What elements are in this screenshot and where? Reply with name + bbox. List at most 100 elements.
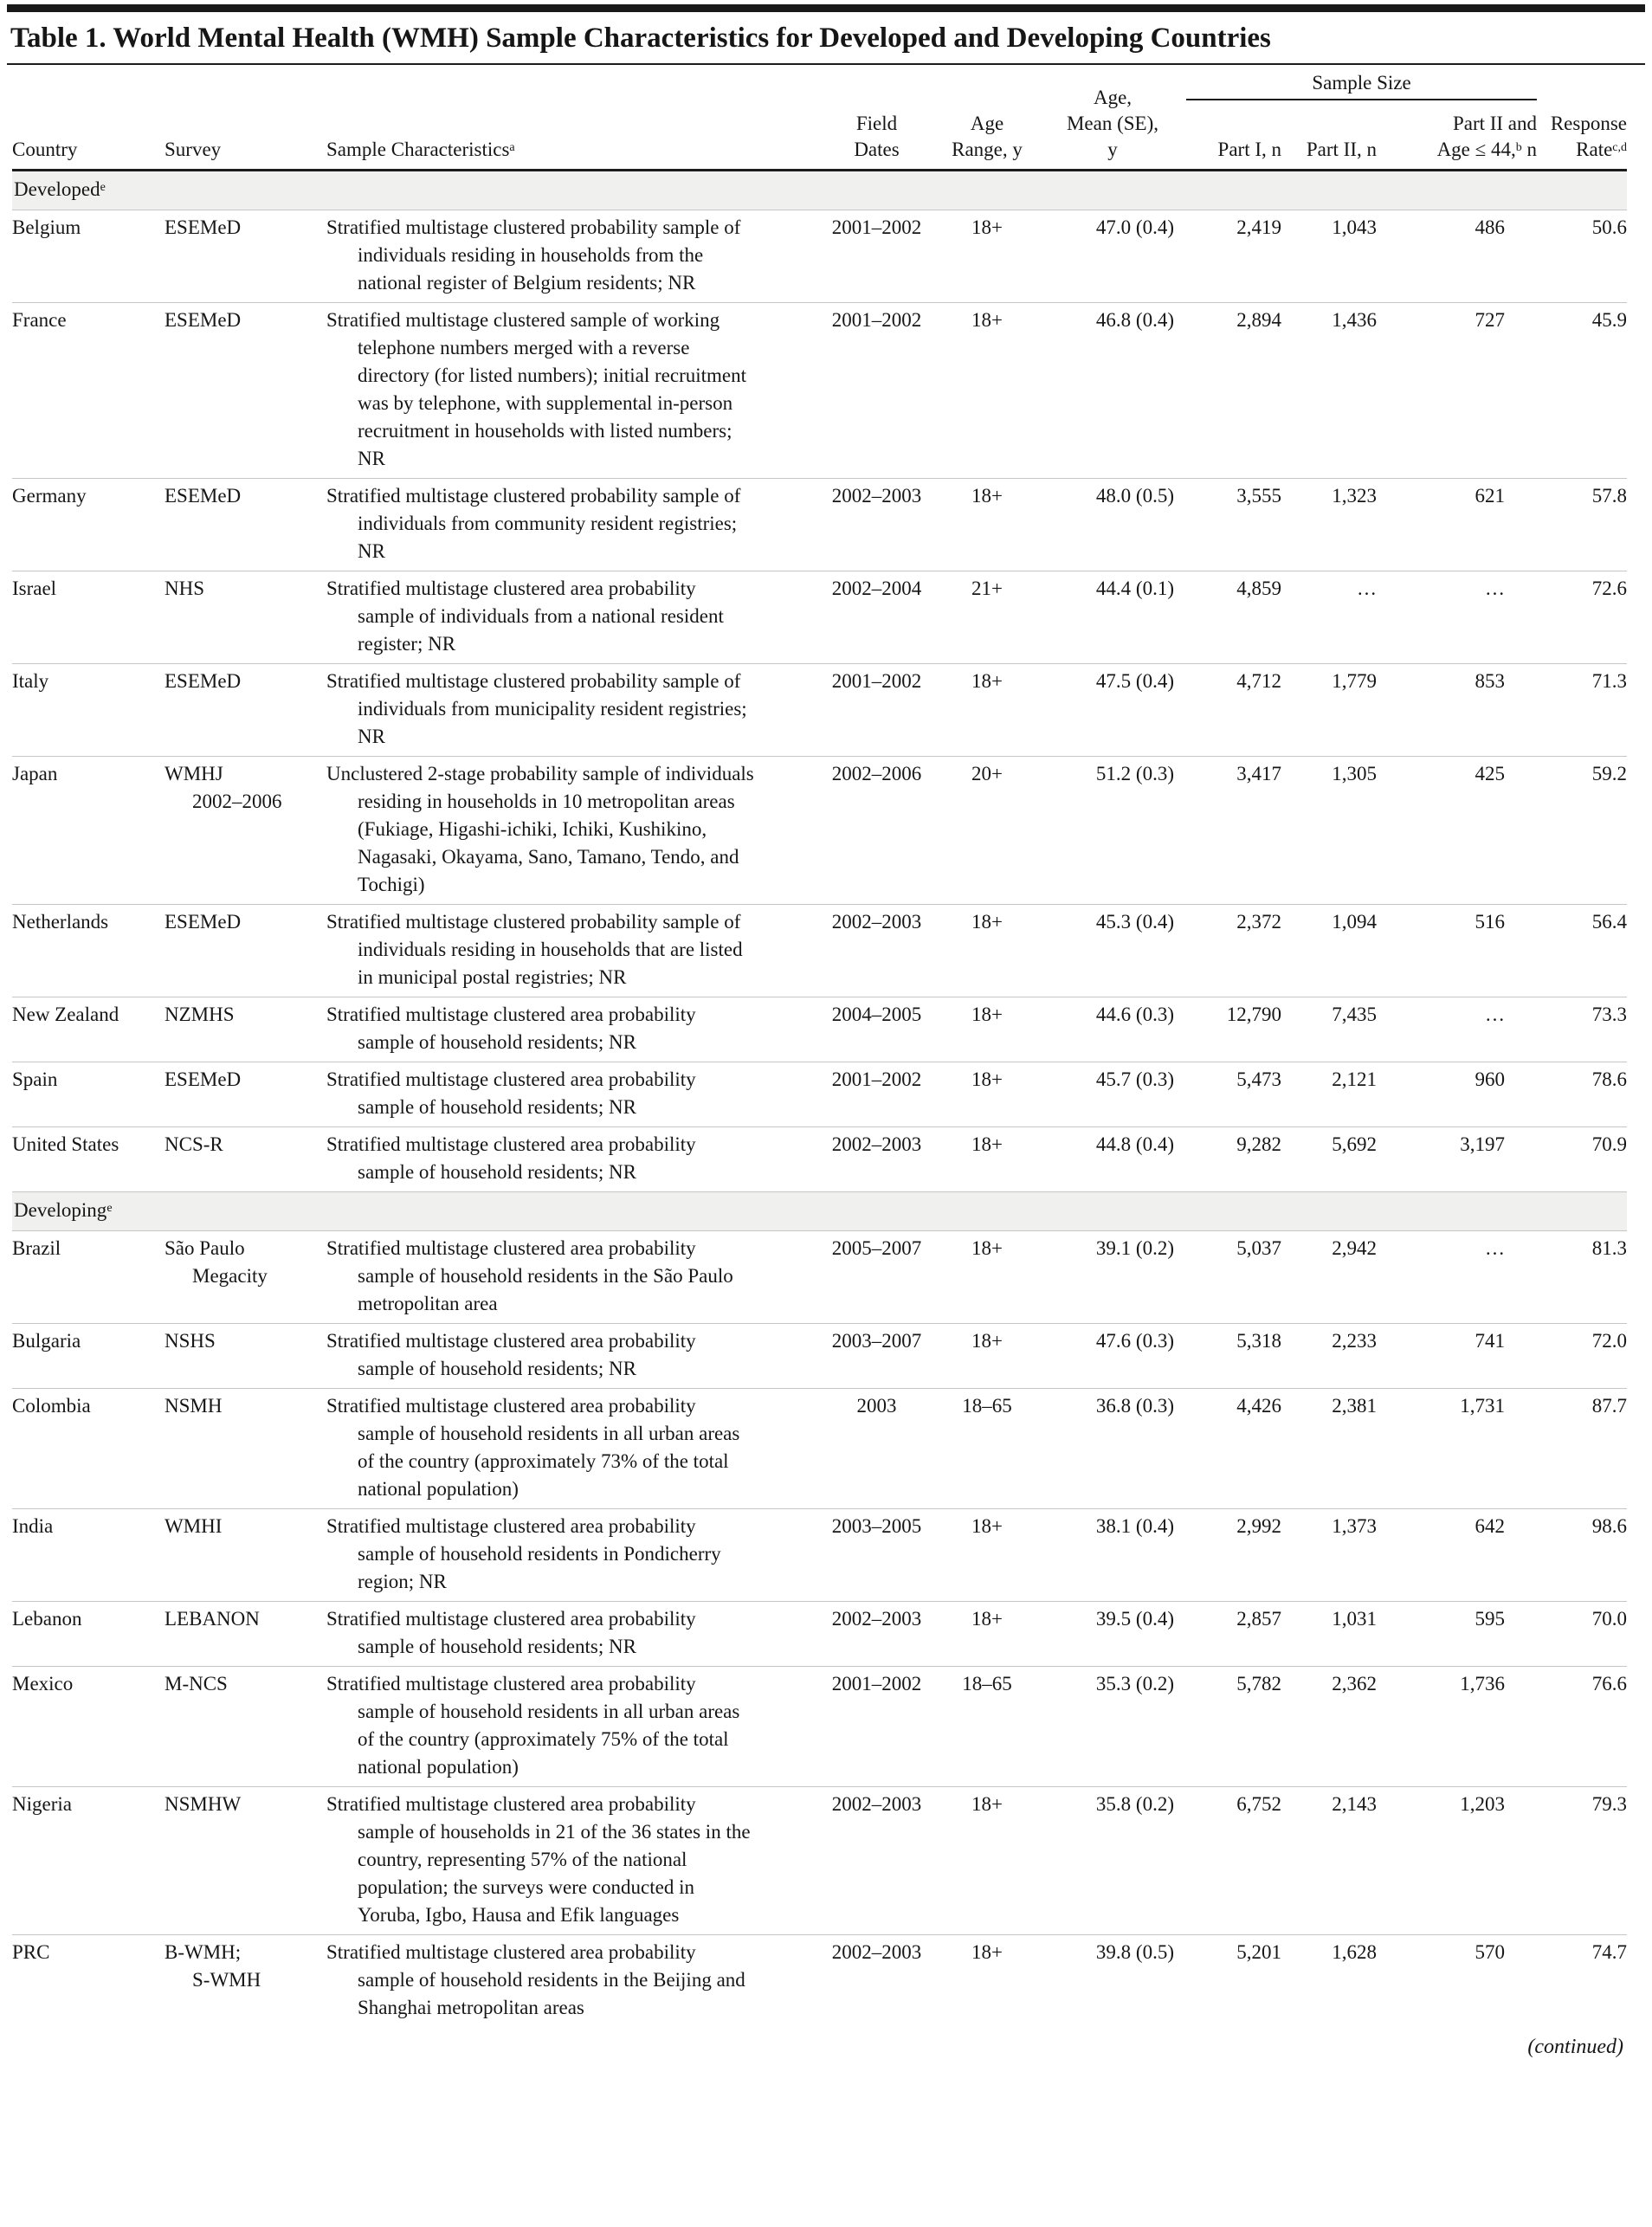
field-dates-cell: 2003 xyxy=(856,1395,897,1417)
characteristics-cell: Stratified multistage clustered area pro… xyxy=(326,1068,696,1118)
part2-cell: 2,942 xyxy=(1332,1237,1377,1259)
sample-size-label: Sample Size xyxy=(1186,70,1538,100)
part2-age-cell: 741 xyxy=(1475,1330,1506,1352)
response-rate-cell: 98.6 xyxy=(1591,1515,1628,1537)
country-cell: Japan xyxy=(12,763,58,784)
survey-cell: LEBANON xyxy=(165,1608,260,1630)
age-mean-cell: 47.5 (0.4) xyxy=(1095,670,1174,692)
age-mean-cell: 39.8 (0.5) xyxy=(1095,1941,1174,1963)
country-cell: Bulgaria xyxy=(12,1330,81,1352)
part1-cell: 5,037 xyxy=(1236,1237,1281,1259)
footnote-marker-e: e xyxy=(106,1201,113,1215)
age-range-cell: 20+ xyxy=(971,763,1003,784)
part1-cell: 4,426 xyxy=(1236,1395,1281,1417)
characteristics-cell: Stratified multistage clustered area pro… xyxy=(326,1515,721,1592)
part1-cell: 5,201 xyxy=(1236,1941,1281,1963)
table-row: Brazil São Paulo Megacity Stratified mul… xyxy=(12,1230,1628,1324)
field-dates-cell: 2002–2003 xyxy=(831,1941,922,1963)
survey-cell: ESEMeD xyxy=(165,216,242,238)
table-title: Table 1. World Mental Health (WMH) Sampl… xyxy=(10,23,1271,54)
age-mean-cell: 39.1 (0.2) xyxy=(1095,1237,1174,1259)
part1-cell: 12,790 xyxy=(1226,1004,1281,1025)
response-rate-cell: 73.3 xyxy=(1591,1004,1628,1025)
country-cell: India xyxy=(12,1515,54,1537)
table-row: Japan WMHJ 2002–2006 Unclustered 2-stage… xyxy=(12,756,1628,905)
characteristics-cell: Stratified multistage clustered area pro… xyxy=(326,1941,745,2018)
part2-cell: 1,323 xyxy=(1332,485,1377,507)
part2-age-cell: … xyxy=(1485,1004,1506,1025)
age-range-cell: 18–65 xyxy=(962,1673,1012,1694)
characteristics-cell: Stratified multistage clustered area pro… xyxy=(326,1237,733,1314)
age-mean-cell: 35.3 (0.2) xyxy=(1095,1673,1174,1694)
table-row: PRC B-WMH; S-WMH Stratified multistage c… xyxy=(12,1934,1628,2028)
response-rate-cell: 87.7 xyxy=(1591,1395,1628,1417)
country-cell: Brazil xyxy=(12,1237,61,1259)
table-row: Israel NHS Stratified multistage cluster… xyxy=(12,571,1628,664)
col-header-characteristics-text: Sample Characteristics xyxy=(326,139,510,160)
age-mean-cell: 38.1 (0.4) xyxy=(1095,1515,1174,1537)
characteristics-cell: Stratified multistage clustered area pro… xyxy=(326,1673,740,1778)
wmh-sample-table: Country Survey Sample Characteristicsa F… xyxy=(12,65,1628,2028)
characteristics-cell: Stratified multistage clustered area pro… xyxy=(326,1793,751,1926)
response-rate-cell: 70.9 xyxy=(1591,1133,1628,1155)
page-root: Table 1. World Mental Health (WMH) Sampl… xyxy=(0,4,1652,2059)
field-dates-cell: 2001–2002 xyxy=(831,216,922,238)
footnote-marker-e: e xyxy=(100,180,106,194)
age-mean-cell: 47.6 (0.3) xyxy=(1095,1330,1174,1352)
part2-age-cell: 516 xyxy=(1475,911,1506,933)
country-cell: Italy xyxy=(12,670,49,692)
part1-cell: 9,282 xyxy=(1236,1133,1281,1155)
country-cell: Colombia xyxy=(12,1395,91,1417)
col-header-part1: Part I, n xyxy=(1217,139,1281,160)
age-mean-cell: 46.8 (0.4) xyxy=(1095,309,1174,331)
table-row: New Zealand NZMHS Stratified multistage … xyxy=(12,997,1628,1062)
age-mean-cell: 44.8 (0.4) xyxy=(1095,1133,1174,1155)
part1-cell: 3,555 xyxy=(1236,485,1281,507)
age-range-cell: 18+ xyxy=(971,670,1003,692)
characteristics-cell: Stratified multistage clustered probabil… xyxy=(326,670,747,747)
characteristics-cell: Stratified multistage clustered area pro… xyxy=(326,1004,696,1053)
part2-age-cell: 1,736 xyxy=(1460,1673,1506,1694)
field-dates-cell: 2003–2005 xyxy=(831,1515,922,1537)
table-title-block: Table 1. World Mental Health (WMH) Sampl… xyxy=(7,12,1645,65)
age-mean-cell: 47.0 (0.4) xyxy=(1095,216,1174,238)
col-header-country: Country xyxy=(12,139,78,160)
age-mean-cell: 51.2 (0.3) xyxy=(1095,763,1174,784)
age-range-cell: 18+ xyxy=(971,309,1003,331)
characteristics-cell: Stratified multistage clustered area pro… xyxy=(326,578,724,655)
table-row: Spain ESEMeD Stratified multistage clust… xyxy=(12,1062,1628,1127)
age-range-cell: 18+ xyxy=(971,1793,1003,1815)
table-row: Nigeria NSMHW Stratified multistage clus… xyxy=(12,1786,1628,1935)
age-range-cell: 18+ xyxy=(971,1515,1003,1537)
table-header: Country Survey Sample Characteristicsa F… xyxy=(12,65,1628,171)
part2-age-cell: 853 xyxy=(1475,670,1506,692)
part2-age-cell: 570 xyxy=(1475,1941,1506,1963)
part1-cell: 4,859 xyxy=(1236,578,1281,599)
field-dates-cell: 2002–2003 xyxy=(831,1608,922,1630)
country-cell: Israel xyxy=(12,578,57,599)
response-rate-cell: 72.0 xyxy=(1591,1330,1628,1352)
characteristics-cell: Unclustered 2-stage probability sample o… xyxy=(326,763,754,895)
age-range-cell: 18+ xyxy=(971,1330,1003,1352)
part2-cell: 1,305 xyxy=(1332,763,1377,784)
response-rate-cell: 59.2 xyxy=(1591,763,1628,784)
part2-cell: 2,381 xyxy=(1332,1395,1377,1417)
survey-cell: NSMH xyxy=(165,1395,223,1417)
part2-cell: … xyxy=(1357,578,1377,599)
response-rate-cell: 70.0 xyxy=(1591,1608,1628,1630)
country-cell: Mexico xyxy=(12,1673,74,1694)
response-rate-cell: 78.6 xyxy=(1591,1068,1628,1090)
table-row: Colombia NSMH Stratified multistage clus… xyxy=(12,1388,1628,1509)
part2-age-cell: 727 xyxy=(1475,309,1506,331)
characteristics-cell: Stratified multistage clustered area pro… xyxy=(326,1133,696,1183)
part2-age-cell: 425 xyxy=(1475,763,1506,784)
part2-cell: 1,043 xyxy=(1332,216,1377,238)
part2-age-cell: 960 xyxy=(1475,1068,1506,1090)
section-developed: Developede Belgium ESEMeD Stratified mul… xyxy=(12,170,1628,1192)
footnote-marker-cd: c,d xyxy=(1612,140,1628,154)
age-range-cell: 18+ xyxy=(971,1004,1003,1025)
part2-cell: 7,435 xyxy=(1332,1004,1377,1025)
response-rate-cell: 72.6 xyxy=(1591,578,1628,599)
characteristics-cell: Stratified multistage clustered area pro… xyxy=(326,1608,696,1657)
field-dates-cell: 2002–2003 xyxy=(831,1793,922,1815)
